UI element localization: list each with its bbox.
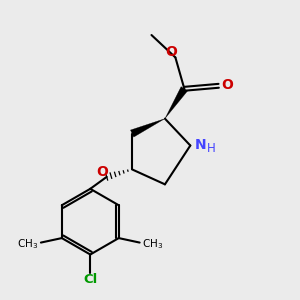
Text: Cl: Cl <box>83 273 98 286</box>
Polygon shape <box>130 118 165 137</box>
Text: O: O <box>222 78 233 92</box>
Text: O: O <box>97 164 109 178</box>
Text: H: H <box>207 142 216 155</box>
Text: N: N <box>194 138 206 152</box>
Text: CH$_3$: CH$_3$ <box>17 238 38 251</box>
Text: O: O <box>166 45 177 59</box>
Polygon shape <box>165 87 188 118</box>
Text: CH$_3$: CH$_3$ <box>142 238 163 251</box>
